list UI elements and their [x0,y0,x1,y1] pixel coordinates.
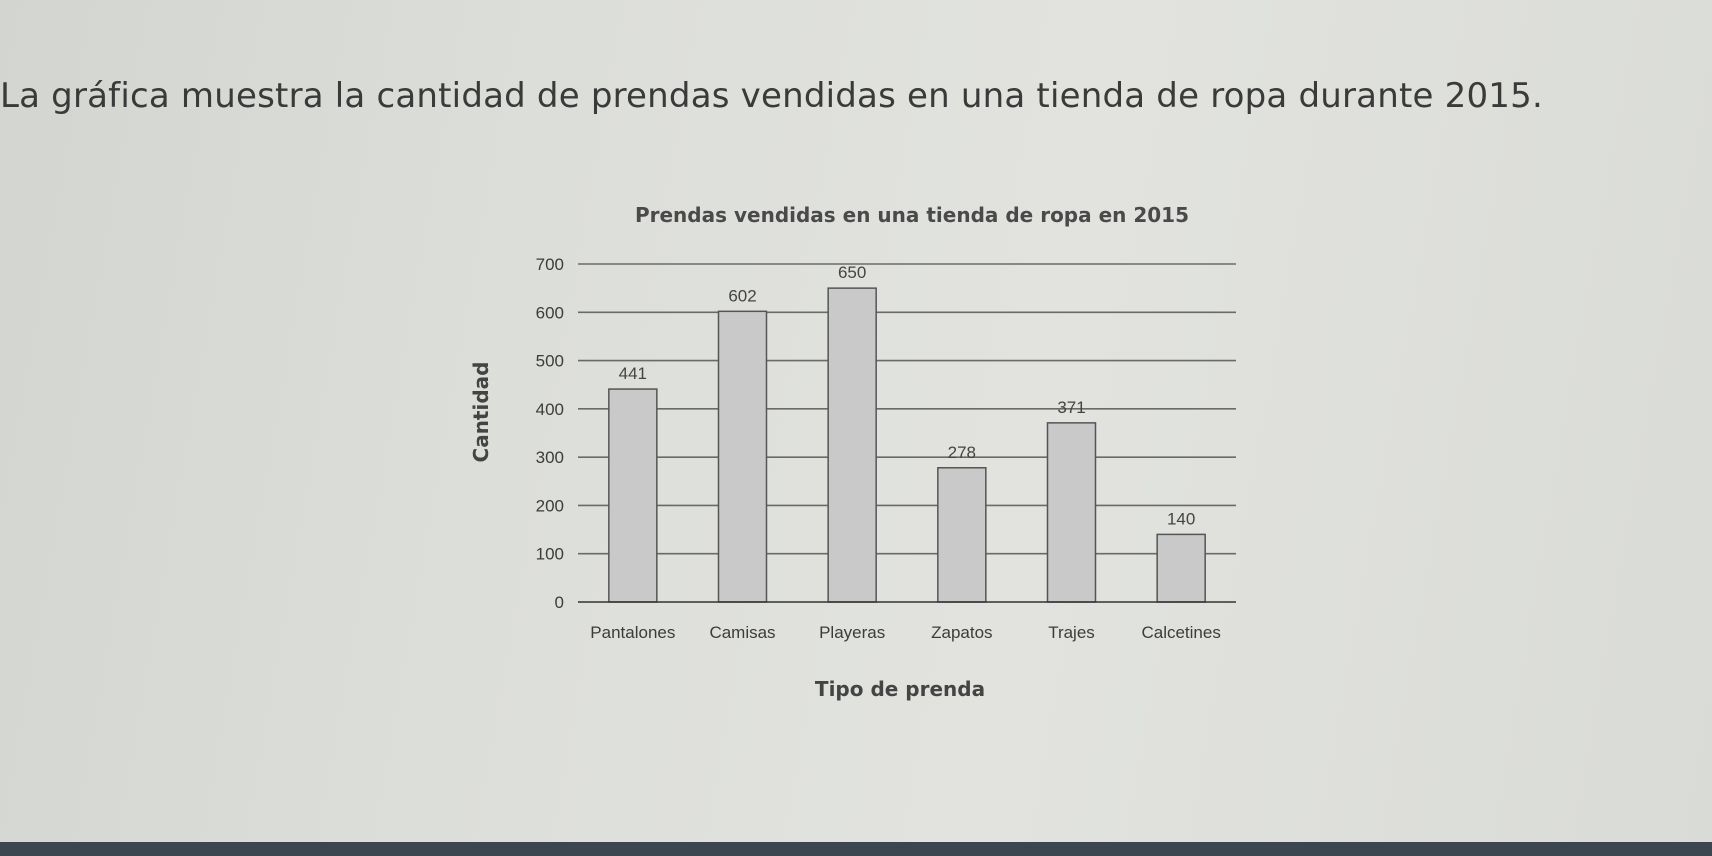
y-tick-label: 100 [536,545,564,564]
bar [608,388,658,603]
chart-title: Prendas vendidas en una tienda de ropa e… [635,203,1189,227]
bar [937,467,987,603]
bar [717,310,768,603]
grid-lines [578,263,1236,555]
bars [608,287,1206,603]
y-tick-label: 400 [536,400,564,419]
intro-text: La gráfica muestra la cantidad de prenda… [0,76,1543,116]
data-label: 602 [728,286,756,305]
y-tick-labels: 0 100 200 300 400 500 600 700 [536,255,564,612]
y-axis-label: Cantidad [469,362,493,463]
bar [1156,533,1206,603]
y-tick-label: 500 [536,352,564,371]
y-tick-label: 600 [536,303,564,322]
bar [827,287,877,603]
y-tick-label: 0 [555,593,564,612]
x-tick-label: Playeras [819,623,885,642]
data-label: 140 [1167,509,1195,528]
data-label: 441 [619,364,647,383]
y-tick-label: 700 [536,255,564,274]
x-tick-label: Trajes [1048,623,1095,642]
x-tick-label: Zapatos [931,623,992,642]
bar [1046,422,1097,603]
data-label: 650 [838,263,866,282]
x-tick-label: Pantalones [590,623,675,642]
data-label: 371 [1057,398,1085,417]
x-tick-labels: Pantalones Camisas Playeras Zapatos Trajes Ca… [590,623,1221,642]
x-axis-label: Tipo de prenda [815,677,985,701]
x-tick-label: Calcetines [1141,623,1220,642]
y-tick-label: 200 [536,496,564,515]
data-labels: 441 602 650 278 371 140 [619,263,1196,528]
bottom-bar [0,842,1712,856]
data-label: 278 [948,443,976,462]
x-tick-label: Camisas [709,623,775,642]
y-tick-label: 300 [536,448,564,467]
